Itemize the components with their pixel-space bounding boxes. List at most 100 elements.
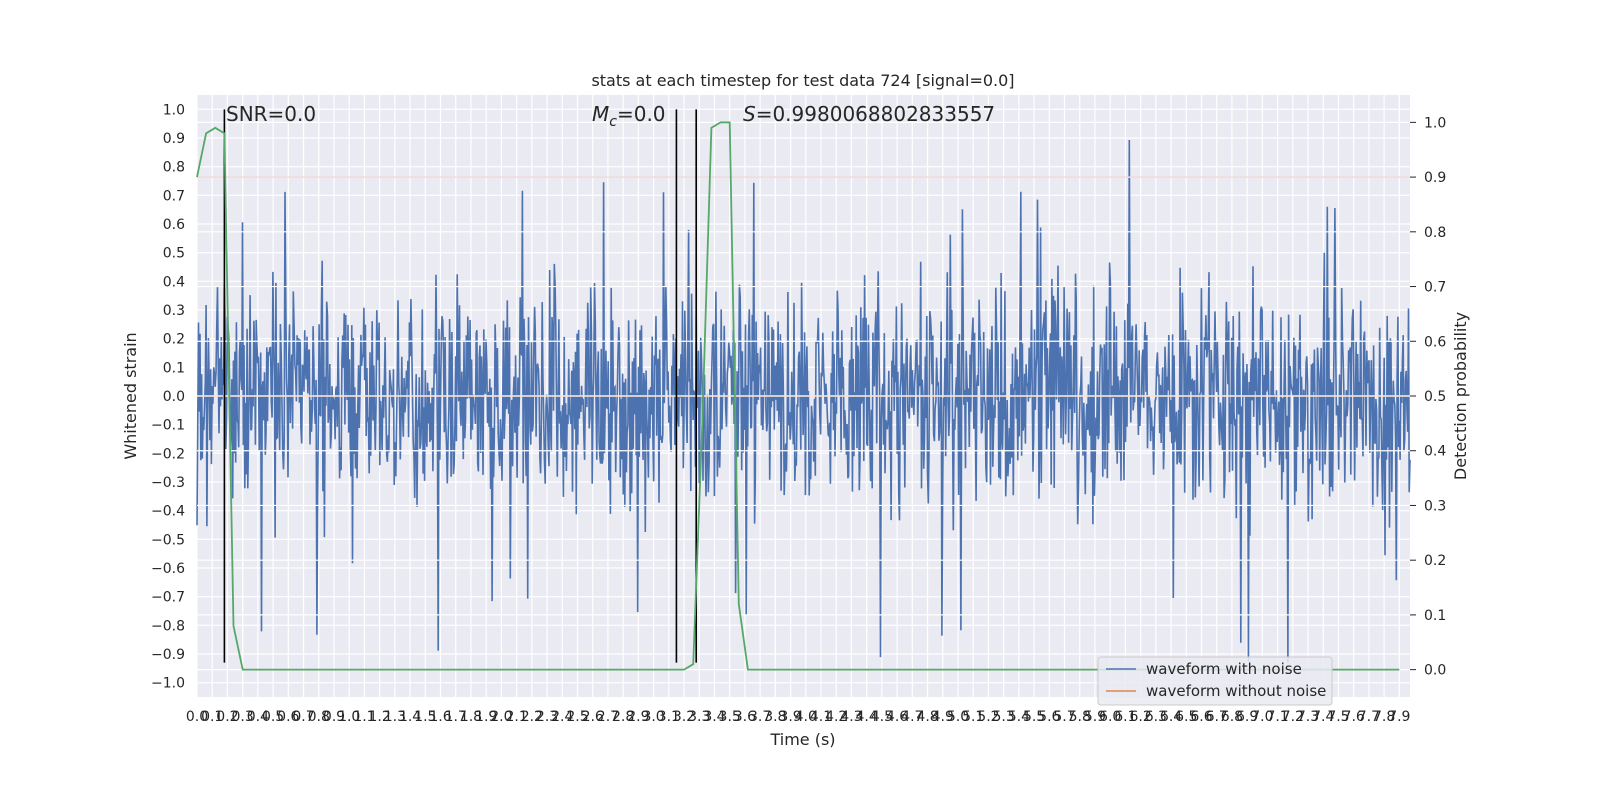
x-tick-label: 3.9: [779, 709, 801, 725]
x-tick-label: 3.0: [642, 709, 664, 725]
x-tick-label: 7.2: [1282, 709, 1304, 725]
x-tick-label: 0.2: [216, 709, 238, 725]
x-tick-label: 6.2: [1129, 709, 1151, 725]
x-tick-label: 2.7: [597, 709, 619, 725]
mc-annotation: Mc=0.0: [592, 102, 666, 130]
x-tick-label: 0.3: [232, 709, 254, 725]
x-axis-ticks: 0.00.10.20.30.40.50.60.70.80.91.01.11.21…: [186, 709, 1411, 725]
x-tick-label: 1.4: [399, 709, 421, 725]
x-tick-label: 6.7: [1206, 709, 1228, 725]
x-tick-label: 1.2: [369, 709, 391, 725]
legend-box: [1097, 656, 1333, 706]
x-tick-label: 3.6: [734, 709, 756, 725]
x-tick-label: 4.7: [901, 709, 923, 725]
y-tick-label: −0.8: [151, 618, 185, 634]
x-tick-label: 6.9: [1236, 709, 1258, 725]
y2-tick-label: 0.9: [1424, 170, 1446, 186]
y-tick-label: 0.4: [163, 274, 185, 290]
x-tick-label: 2.9: [627, 709, 649, 725]
y-axis-label: Whitened strain: [121, 332, 140, 459]
x-tick-label: 1.8: [460, 709, 482, 725]
x-tick-label: 3.2: [673, 709, 695, 725]
x-tick-label: 2.0: [490, 709, 512, 725]
y2-tick-label: 0.4: [1424, 444, 1446, 460]
x-tick-label: 4.6: [886, 709, 908, 725]
y-tick-label: 0.5: [163, 246, 185, 262]
mc-value: =0.0: [617, 102, 666, 126]
y-tick-label: −0.7: [151, 590, 185, 606]
legend: waveform with noise waveform without noi…: [1097, 656, 1333, 706]
y2-tick-label: 0.1: [1424, 608, 1446, 624]
x-tick-label: 5.0: [947, 709, 969, 725]
x-tick-label: 4.1: [810, 709, 832, 725]
x-tick-label: 4.0: [795, 709, 817, 725]
y-axis-ticks: 1.0 0.9 0.8 0.7 0.6 0.5 0.4 0.3 0.2 0.1 0.0 −0.1 −0.…: [151, 102, 185, 691]
y2-axis-ticks: 1.0 0.9 0.8 0.7 0.6 0.5 0.4 0.3 0.2 0.1 0.0: [1410, 115, 1446, 679]
x-tick-label: 6.8: [1221, 709, 1243, 725]
y2-tick-label: 0.2: [1424, 553, 1446, 569]
x-tick-label: 5.7: [1053, 709, 1075, 725]
y-tick-label: 1.0: [163, 102, 185, 118]
x-tick-label: 5.6: [1038, 709, 1060, 725]
x-tick-label: 1.7: [445, 709, 467, 725]
y-tick-label: −0.2: [151, 446, 185, 462]
x-tick-label: 3.8: [764, 709, 786, 725]
x-tick-label: 6.4: [1160, 709, 1182, 725]
x-tick-label: 2.1: [505, 709, 527, 725]
x-tick-label: 5.2: [977, 709, 999, 725]
legend-label-clean: waveform without noise: [1146, 682, 1326, 700]
y-tick-label: 0.9: [163, 131, 185, 147]
y-tick-label: −0.4: [151, 504, 185, 520]
y-tick-label: 0.1: [163, 360, 185, 376]
y-tick-label: 0.6: [163, 217, 185, 233]
vertical-markers: [197, 109, 1410, 671]
y2-tick-label: 0.6: [1424, 334, 1446, 350]
x-tick-label: 7.5: [1327, 709, 1349, 725]
waveform-with-noise-series: [196, 139, 1411, 663]
x-tick-label: 4.3: [840, 709, 862, 725]
x-tick-label: 4.9: [932, 709, 954, 725]
x-tick-label: 4.5: [871, 709, 893, 725]
legend-label-noise: waveform with noise: [1146, 660, 1302, 678]
x-tick-label: 1.9: [475, 709, 497, 725]
x-tick-label: 1.5: [414, 709, 436, 725]
s-annotation: S=0.9980068802833557: [743, 102, 995, 126]
y-tick-label: 0.3: [163, 303, 185, 319]
y-tick-label: 0.8: [163, 160, 185, 176]
x-tick-label: 1.6: [429, 709, 451, 725]
x-axis-label: Time (s): [769, 730, 835, 749]
y2-tick-label: 0.5: [1424, 389, 1446, 405]
y-tick-label: −0.5: [151, 532, 185, 548]
x-tick-label: 6.0: [1099, 709, 1121, 725]
x-tick-label: 7.9: [1388, 709, 1410, 725]
x-tick-label: 6.5: [1175, 709, 1197, 725]
x-tick-label: 2.2: [521, 709, 543, 725]
x-tick-label: 3.7: [749, 709, 771, 725]
x-tick-label: 1.0: [338, 709, 360, 725]
x-tick-label: 0.5: [262, 709, 284, 725]
mc-symbol: M: [592, 102, 609, 126]
detection-probability-line: [196, 121, 1400, 671]
x-tick-label: 5.4: [1008, 709, 1030, 725]
y2-tick-label: 0.0: [1424, 663, 1446, 679]
x-tick-label: 7.0: [1251, 709, 1273, 725]
snr-annotation: SNR=0.0: [226, 102, 316, 126]
x-tick-label: 5.9: [1084, 709, 1106, 725]
x-tick-label: 7.1: [1266, 709, 1288, 725]
x-tick-label: 4.4: [856, 709, 878, 725]
x-tick-label: 3.5: [719, 709, 741, 725]
chart-title: stats at each timestep for test data 724…: [591, 71, 1014, 90]
x-tick-label: 7.6: [1343, 709, 1365, 725]
x-tick-label: 0.8: [308, 709, 330, 725]
y2-tick-label: 0.7: [1424, 280, 1446, 296]
y-tick-label: −1.0: [151, 676, 185, 692]
x-tick-label: 0.0: [186, 709, 208, 725]
x-tick-label: 1.1: [353, 709, 375, 725]
x-tick-label: 7.3: [1297, 709, 1319, 725]
x-tick-label: 2.3: [536, 709, 558, 725]
y-tick-label: −0.6: [151, 561, 185, 577]
x-tick-label: 7.8: [1373, 709, 1395, 725]
y-tick-label: −0.1: [151, 418, 185, 434]
s-value: =0.9980068802833557: [756, 102, 995, 126]
